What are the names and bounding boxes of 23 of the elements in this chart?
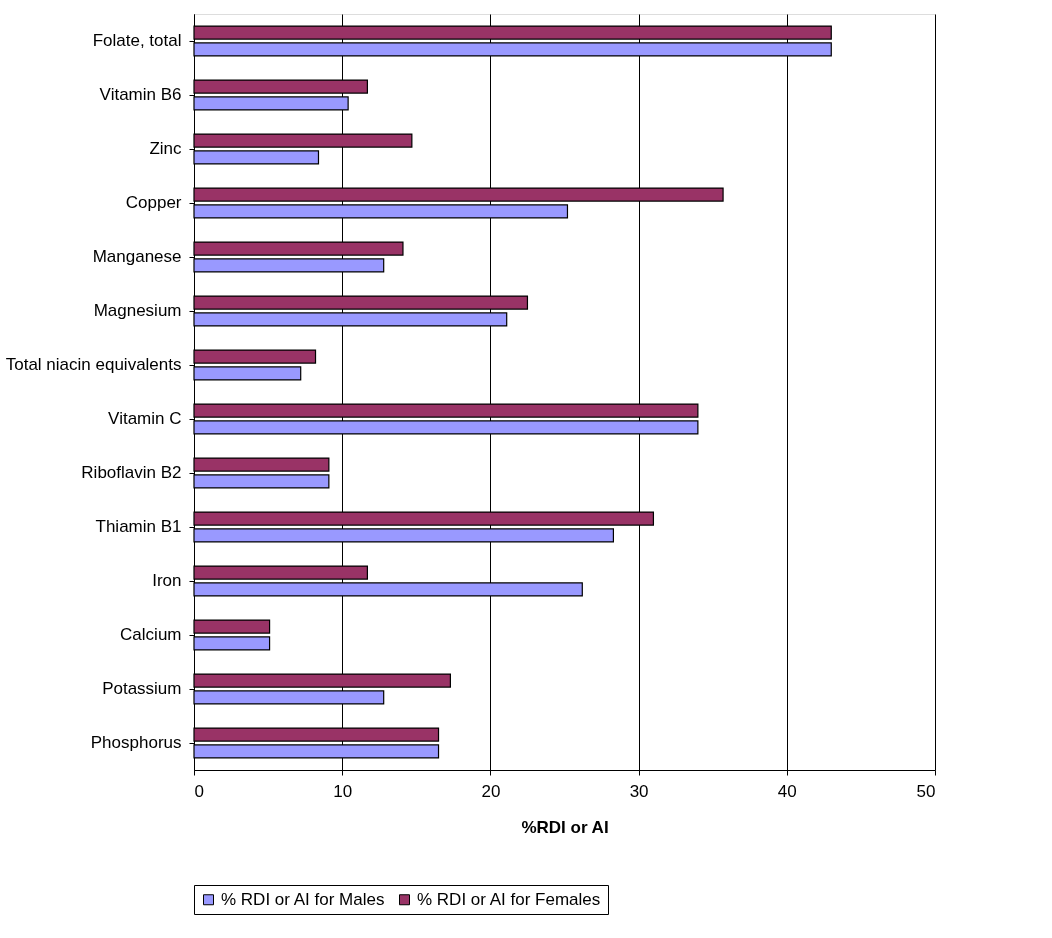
legend-label: % RDI or AI for Males (221, 889, 385, 909)
y-tick-label: Copper (125, 193, 182, 212)
y-tick-label: Folate, total (92, 31, 182, 50)
y-tick-label: Riboflavin B2 (81, 463, 182, 482)
y-tick-label: Vitamin B6 (99, 85, 182, 104)
x-tick-label: 0 (194, 781, 204, 801)
y-tick-label: Magnesium (93, 301, 182, 320)
x-tick-label: 20 (481, 781, 501, 801)
y-tick-label: Manganese (92, 247, 182, 266)
y-tick-label: Thiamin B1 (95, 517, 182, 536)
legend-label: % RDI or AI for Females (417, 889, 601, 909)
y-tick-label: Vitamin C (108, 409, 182, 428)
y-tick-label: Potassium (102, 679, 182, 698)
y-tick-label: Zinc (149, 139, 182, 158)
y-tick-label: Phosphorus (90, 733, 182, 752)
x-tick-label: 50 (916, 781, 936, 801)
x-axis-title: %RDI or AI (521, 817, 609, 837)
y-tick-label: Iron (152, 571, 182, 590)
x-tick-label: 10 (333, 781, 353, 801)
x-tick-label: 40 (777, 781, 797, 801)
x-tick-label: 30 (629, 781, 649, 801)
y-tick-label: Total niacin equivalents (5, 355, 182, 374)
y-tick-label: Calcium (120, 625, 182, 644)
